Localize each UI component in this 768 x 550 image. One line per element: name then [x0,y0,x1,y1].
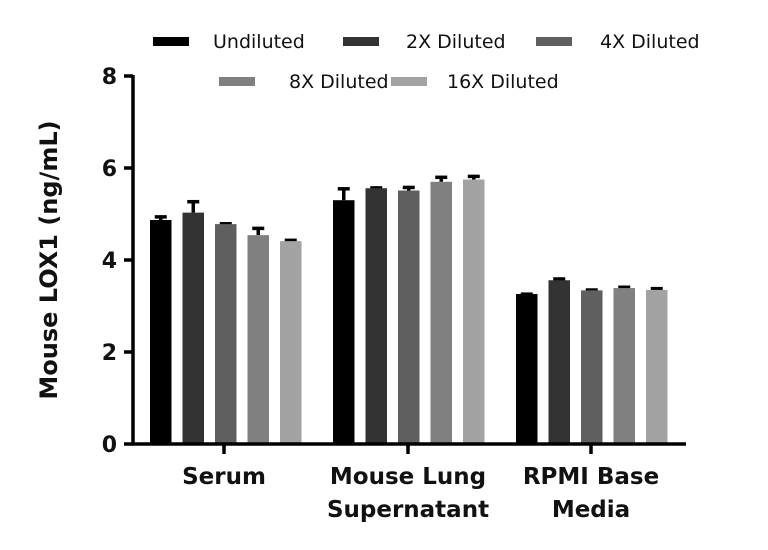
bar [247,235,269,444]
bar [463,179,485,444]
bar [365,188,387,444]
category-label: RPMI Base [523,464,659,490]
category-label: Media [552,497,630,523]
bar [333,200,355,444]
legend-swatch [219,77,255,86]
bar [646,289,668,444]
bar [581,290,603,444]
legend: Undiluted 2X Diluted 4X Diluted 8X Diluted 1… [153,31,700,93]
y-tick-label: 6 [102,157,117,182]
y-tick-label: 0 [102,433,117,458]
axes: 0 2 4 6 8 Serum Mouse Lung Supernatant RPMI Base… [102,65,686,523]
y-tick-label: 4 [102,249,117,274]
bar [430,181,452,445]
bar [516,294,538,444]
y-axis-label: Mouse LOX1 (ng/mL) [35,120,63,399]
bar [182,212,204,444]
legend-label: Undiluted [213,31,305,53]
legend-label: 8X Diluted [289,71,389,93]
bars [150,174,668,445]
bar [613,288,635,444]
legend-swatch [343,37,379,46]
legend-swatch [391,77,427,86]
category-label: Mouse Lung [330,464,486,490]
legend-label: 4X Diluted [600,31,700,53]
legend-label: 2X Diluted [406,31,506,53]
y-tick-label: 2 [102,341,117,366]
bar [280,241,302,444]
bar [548,280,570,444]
category-label: Supernatant [327,497,489,523]
bar [150,219,172,444]
bar [398,190,420,444]
legend-swatch [153,37,189,46]
category-label: Serum [182,464,266,490]
legend-label: 16X Diluted [447,71,559,93]
legend-swatch [536,37,572,46]
y-tick-label: 8 [102,65,117,90]
bar [215,224,237,444]
